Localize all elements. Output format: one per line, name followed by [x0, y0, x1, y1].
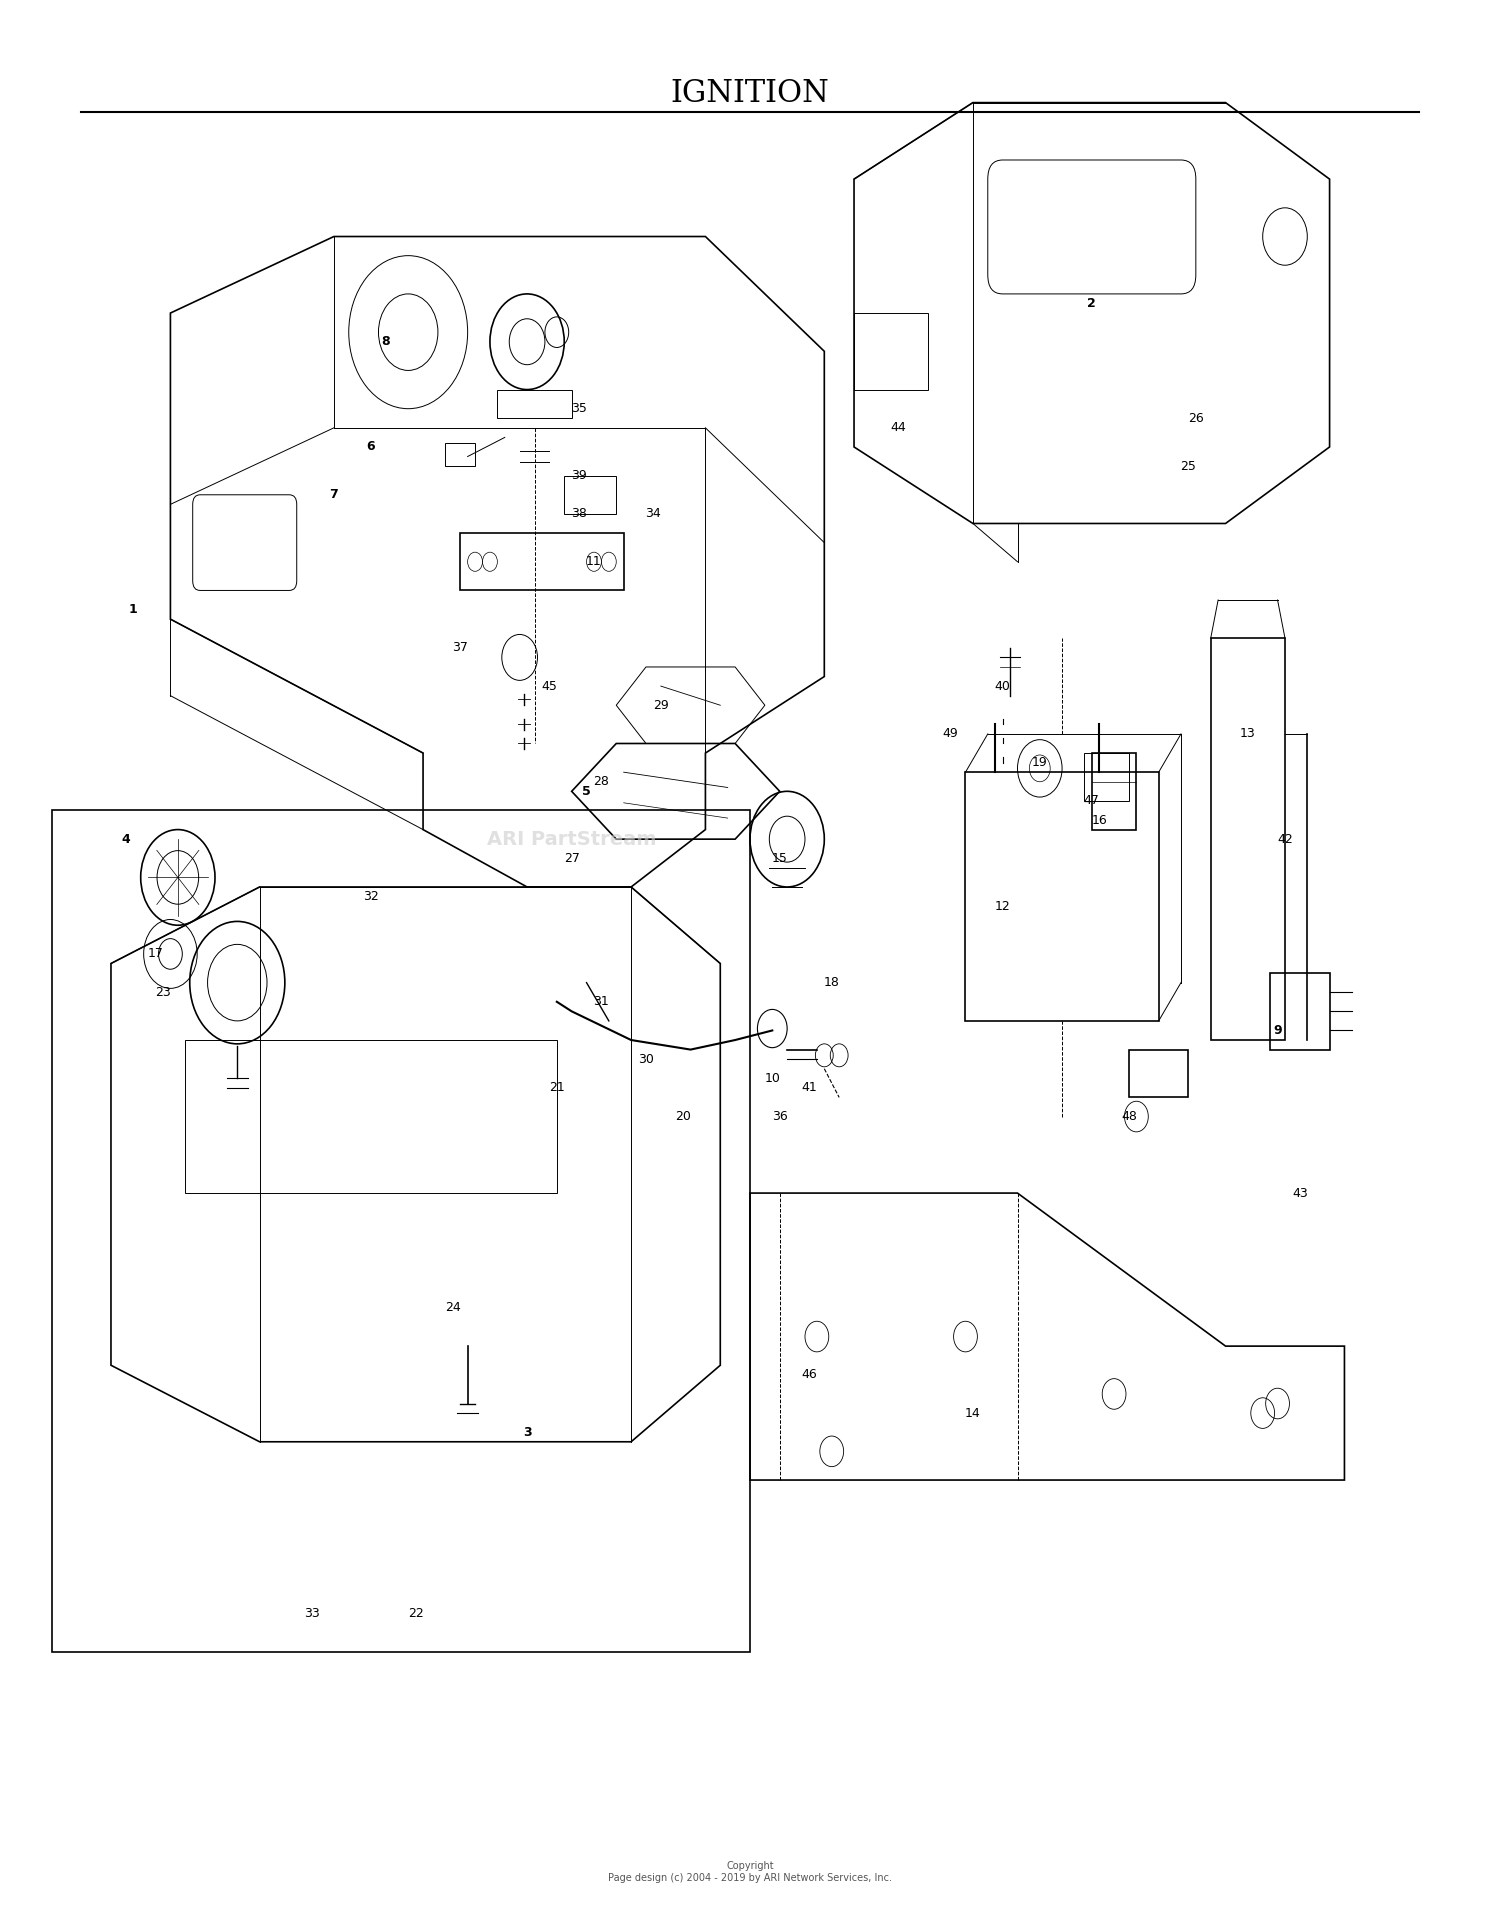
Text: 23: 23 — [154, 987, 171, 998]
Text: 7: 7 — [330, 488, 339, 501]
Text: 27: 27 — [564, 852, 579, 865]
Text: 29: 29 — [652, 700, 669, 711]
Text: 22: 22 — [408, 1607, 423, 1621]
Text: 15: 15 — [772, 852, 788, 865]
Text: 28: 28 — [594, 775, 609, 788]
Text: 20: 20 — [675, 1110, 692, 1123]
Text: 19: 19 — [1032, 755, 1047, 769]
Text: 4: 4 — [122, 832, 130, 846]
Text: 3: 3 — [524, 1426, 531, 1439]
Text: 30: 30 — [638, 1052, 654, 1066]
Text: 13: 13 — [1240, 726, 1256, 740]
Text: 34: 34 — [645, 507, 662, 520]
Text: 12: 12 — [994, 900, 1011, 913]
Text: 49: 49 — [942, 726, 958, 740]
Bar — [51, 811, 750, 1651]
Text: 8: 8 — [381, 335, 390, 349]
Text: 16: 16 — [1092, 813, 1107, 827]
Text: 24: 24 — [446, 1301, 460, 1314]
Text: 41: 41 — [801, 1081, 818, 1095]
Text: 17: 17 — [147, 948, 164, 960]
Text: 11: 11 — [586, 555, 602, 568]
Text: 33: 33 — [303, 1607, 320, 1621]
Text: IGNITION: IGNITION — [670, 77, 830, 108]
Text: 14: 14 — [964, 1407, 981, 1420]
Text: 21: 21 — [549, 1081, 564, 1095]
Text: 2: 2 — [1088, 297, 1096, 310]
Text: 45: 45 — [542, 680, 558, 692]
Text: 39: 39 — [572, 468, 586, 482]
Text: ARI PartStream: ARI PartStream — [488, 831, 657, 848]
Bar — [966, 773, 1158, 1021]
Text: 43: 43 — [1292, 1187, 1308, 1201]
Text: 6: 6 — [366, 441, 375, 453]
Text: 5: 5 — [582, 784, 591, 798]
Text: 26: 26 — [1188, 412, 1203, 424]
Text: 46: 46 — [801, 1368, 818, 1382]
Text: Copyright
Page design (c) 2004 - 2019 by ARI Network Services, Inc.: Copyright Page design (c) 2004 - 2019 by… — [608, 1861, 892, 1883]
Text: 47: 47 — [1084, 794, 1100, 807]
Text: 40: 40 — [994, 680, 1011, 692]
Text: 25: 25 — [1180, 461, 1197, 472]
Text: 36: 36 — [772, 1110, 788, 1123]
Text: 37: 37 — [453, 642, 468, 655]
Text: 35: 35 — [572, 403, 586, 414]
Text: 44: 44 — [891, 422, 906, 434]
Text: 1: 1 — [129, 603, 138, 617]
Text: 32: 32 — [363, 890, 380, 904]
Text: 31: 31 — [594, 994, 609, 1008]
Text: 18: 18 — [824, 977, 840, 989]
Text: 42: 42 — [1276, 832, 1293, 846]
Text: 38: 38 — [572, 507, 586, 520]
Text: 48: 48 — [1120, 1110, 1137, 1123]
Text: 9: 9 — [1274, 1023, 1282, 1037]
Text: 10: 10 — [765, 1071, 780, 1085]
